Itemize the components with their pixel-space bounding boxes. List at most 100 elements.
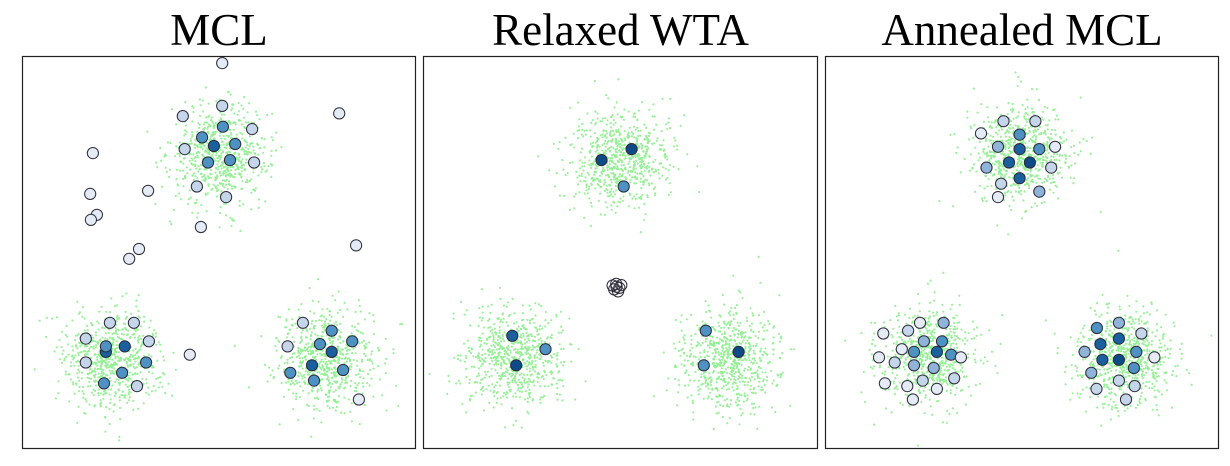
sample-point <box>548 169 551 172</box>
sample-point <box>606 164 609 167</box>
sample-point <box>648 108 651 111</box>
sample-point <box>478 374 481 377</box>
sample-point <box>167 175 171 178</box>
sample-point <box>99 401 103 404</box>
sample-point <box>290 323 294 326</box>
sample-point <box>200 172 203 175</box>
sample-point <box>721 387 724 390</box>
sample-point <box>250 191 253 194</box>
sample-point <box>729 357 732 360</box>
sample-point <box>142 402 145 405</box>
sample-point <box>1016 115 1020 118</box>
sample-point <box>517 383 520 387</box>
sample-point <box>589 142 592 145</box>
sample-point <box>296 382 299 385</box>
sample-point <box>320 335 323 338</box>
sample-point <box>602 151 606 154</box>
sample-point <box>627 131 630 134</box>
sample-point <box>611 114 614 117</box>
sample-point <box>331 376 334 379</box>
sample-point <box>190 157 193 160</box>
sample-point <box>617 140 620 143</box>
sample-point <box>270 149 273 152</box>
sample-point <box>1036 164 1039 167</box>
sample-point <box>324 325 327 328</box>
sample-point <box>215 167 218 170</box>
sample-point <box>202 179 205 182</box>
sample-point <box>172 208 175 212</box>
sample-point <box>676 404 679 407</box>
sample-point <box>512 424 515 427</box>
sample-point <box>500 403 503 406</box>
sample-point <box>332 336 335 340</box>
sample-point <box>1033 128 1037 131</box>
sample-point <box>661 144 664 147</box>
sample-point <box>337 395 341 398</box>
sample-point <box>99 392 102 395</box>
sample-point <box>721 379 724 382</box>
sample-point <box>520 345 523 348</box>
sample-point <box>222 143 225 146</box>
sample-point <box>127 385 130 388</box>
sample-point <box>205 116 208 119</box>
sample-point <box>343 396 346 399</box>
sample-point <box>986 151 989 154</box>
sample-point <box>704 299 707 303</box>
sample-point <box>712 344 715 347</box>
panel-title-relaxed-wta: Relaxed WTA <box>492 5 749 55</box>
sample-point <box>781 352 784 355</box>
sample-point <box>641 101 644 104</box>
sample-point <box>512 377 515 380</box>
sample-point <box>209 172 212 175</box>
sample-point <box>141 377 144 380</box>
sample-point <box>347 374 350 377</box>
sample-point <box>113 351 116 354</box>
sample-point <box>45 335 48 339</box>
sample-point <box>1021 103 1024 107</box>
sample-point <box>587 187 591 191</box>
hypothesis-point <box>325 345 338 358</box>
sample-point <box>704 356 707 359</box>
sample-point <box>989 125 992 128</box>
sample-point <box>101 326 104 329</box>
sample-point <box>242 107 245 110</box>
sample-point <box>748 359 751 362</box>
sample-point <box>257 174 260 177</box>
sample-point <box>501 372 504 375</box>
hypothesis-point <box>216 57 229 70</box>
sample-point <box>755 342 758 345</box>
sample-point <box>759 322 762 325</box>
sample-point <box>725 347 728 350</box>
sample-point <box>265 169 269 172</box>
sample-point <box>761 326 765 329</box>
sample-point <box>604 129 608 133</box>
sample-point <box>325 317 328 320</box>
sample-point <box>326 367 329 370</box>
sample-point <box>95 343 98 347</box>
sample-point <box>485 388 488 391</box>
sample-point <box>731 386 734 389</box>
sample-point <box>207 123 210 126</box>
sample-point <box>732 369 735 372</box>
sample-point <box>522 373 526 376</box>
sample-point <box>1062 140 1065 143</box>
sample-point <box>685 318 689 321</box>
sample-point <box>714 351 718 355</box>
sample-point <box>759 367 762 370</box>
sample-point <box>977 152 980 155</box>
sample-point <box>741 380 745 383</box>
sample-point <box>252 149 255 152</box>
sample-point <box>240 162 243 165</box>
sample-point <box>729 334 732 337</box>
sample-point <box>622 147 626 150</box>
sample-point <box>737 333 740 336</box>
sample-point <box>225 134 228 137</box>
sample-point <box>257 206 260 209</box>
sample-point <box>637 206 641 209</box>
sample-point <box>537 155 540 158</box>
sample-point <box>92 374 95 377</box>
sample-point <box>668 182 671 185</box>
sample-point <box>713 355 716 358</box>
sample-point <box>108 376 112 379</box>
sample-point <box>563 194 566 197</box>
